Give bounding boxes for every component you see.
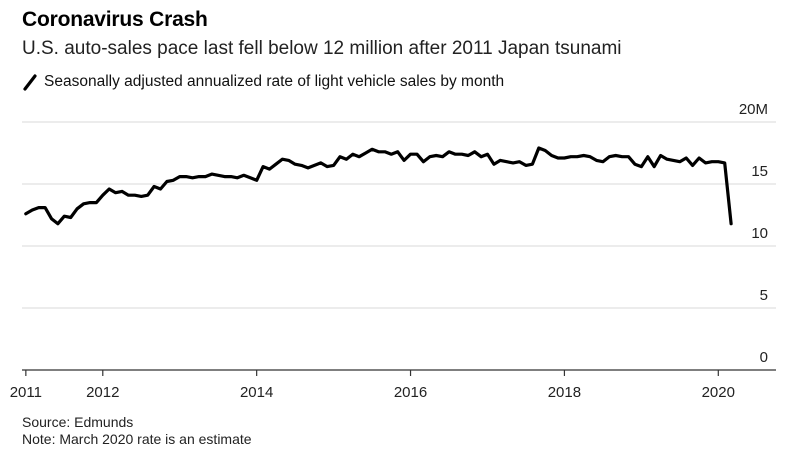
x-axis — [22, 369, 776, 376]
y-tick-label: 0 — [760, 349, 768, 366]
x-tick-label: 2020 — [702, 384, 735, 401]
legend-line-icon — [23, 74, 37, 91]
x-tick-label: 2014 — [240, 384, 273, 401]
x-tick-label: 2018 — [548, 384, 581, 401]
chart-title: Coronavirus Crash — [22, 8, 208, 31]
gridlines — [22, 121, 776, 309]
x-axis-labels: 2011 2012 2014 2016 2018 2020 — [10, 384, 735, 401]
legend: Seasonally adjusted annualized rate of l… — [22, 73, 504, 91]
y-tick-label: 5 — [760, 287, 768, 304]
y-tick-label: 20M — [739, 101, 768, 118]
chart-subtitle: U.S. auto-sales pace last fell below 12 … — [22, 38, 622, 59]
x-tick-label: 2016 — [394, 384, 427, 401]
x-tick-label: 2011 — [10, 384, 42, 401]
y-axis-labels: 20M 15 10 5 0 — [739, 101, 768, 366]
footnote: Note: March 2020 rate is an estimate — [22, 431, 252, 447]
x-tick-label: 2012 — [86, 384, 119, 401]
source-note: Source: Edmunds — [22, 414, 134, 430]
legend-label: Seasonally adjusted annualized rate of l… — [44, 73, 505, 90]
series-layer — [24, 146, 733, 226]
y-tick-label: 10 — [751, 225, 768, 242]
y-tick-label: 15 — [751, 163, 768, 180]
series-line-0 — [24, 146, 733, 226]
